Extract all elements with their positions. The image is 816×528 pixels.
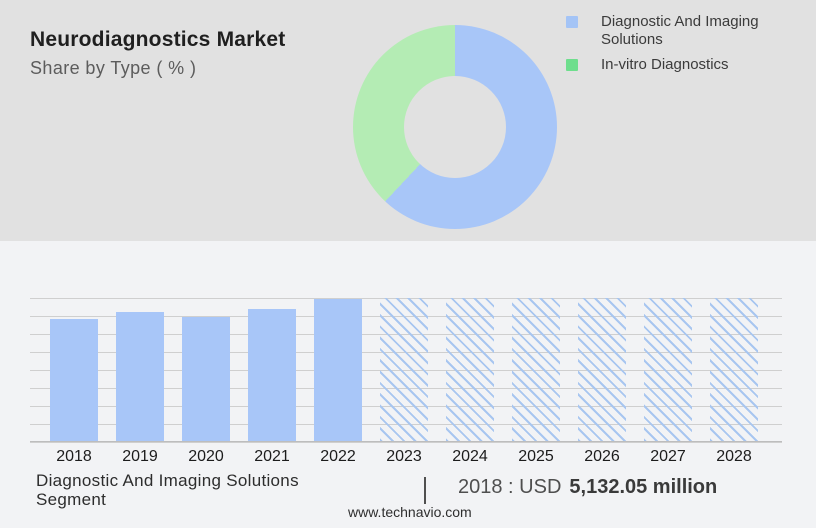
vertical-divider	[424, 477, 426, 504]
bar-chart: 2018 2019 2020 2021 2022 2023 2024 2025 2026 2027…	[30, 298, 782, 465]
segment-caption: Diagnostic And Imaging Solutions Segment	[36, 471, 299, 509]
donut-chart	[353, 25, 557, 229]
value-prefix: 2018 : USD	[458, 476, 562, 498]
legend-item-invitro: In-vitro Diagnostics	[566, 56, 776, 74]
x-label-2028: 2028	[716, 448, 752, 465]
bar-2020	[182, 317, 230, 441]
value-amount: 5,132.05 million	[569, 476, 718, 498]
bar-2021	[248, 309, 296, 441]
legend-item-diagnostic-imaging: Diagnostic And Imaging Solutions	[566, 13, 776, 49]
bar-2018	[50, 319, 98, 441]
page-title: Neurodiagnostics Market	[30, 28, 286, 51]
x-label-2018: 2018	[56, 448, 92, 465]
value-line: 2018 : USD 5,132.05 million	[458, 476, 717, 499]
legend-swatch-blue-icon	[566, 16, 578, 28]
top-section: Neurodiagnostics Market Share by Type ( …	[0, 0, 816, 241]
bar-2019	[116, 312, 164, 441]
donut-hole	[404, 76, 506, 178]
x-label-2021: 2021	[254, 448, 290, 465]
bottom-section: 2018 2019 2020 2021 2022 2023 2024 2025 2026 2027…	[0, 241, 816, 528]
forecast-bar-2024	[446, 298, 494, 441]
bar-2022	[314, 299, 362, 441]
x-label-2026: 2026	[584, 448, 620, 465]
x-label-2024: 2024	[452, 448, 488, 465]
forecast-bar-2025	[512, 298, 560, 441]
x-label-2020: 2020	[188, 448, 224, 465]
forecast-bar-2027	[644, 298, 692, 441]
website-url: www.technavio.com	[348, 504, 472, 520]
forecast-bar-2026	[578, 298, 626, 441]
gridline	[30, 442, 782, 443]
x-label-2025: 2025	[518, 448, 554, 465]
legend-label: Diagnostic And Imaging Solutions	[601, 13, 759, 48]
x-label-2022: 2022	[320, 448, 356, 465]
forecast-bar-2028	[710, 298, 758, 441]
x-label-2027: 2027	[650, 448, 686, 465]
forecast-bar-2023	[380, 298, 428, 441]
legend-label: In-vitro Diagnostics	[601, 56, 729, 73]
x-label-2019: 2019	[122, 448, 158, 465]
legend-swatch-green-icon	[566, 59, 578, 71]
x-label-2023: 2023	[386, 448, 422, 465]
page-subtitle: Share by Type ( % )	[30, 58, 197, 78]
x-axis-line	[30, 441, 782, 442]
legend: Diagnostic And Imaging Solutions In-vitr…	[566, 13, 776, 74]
